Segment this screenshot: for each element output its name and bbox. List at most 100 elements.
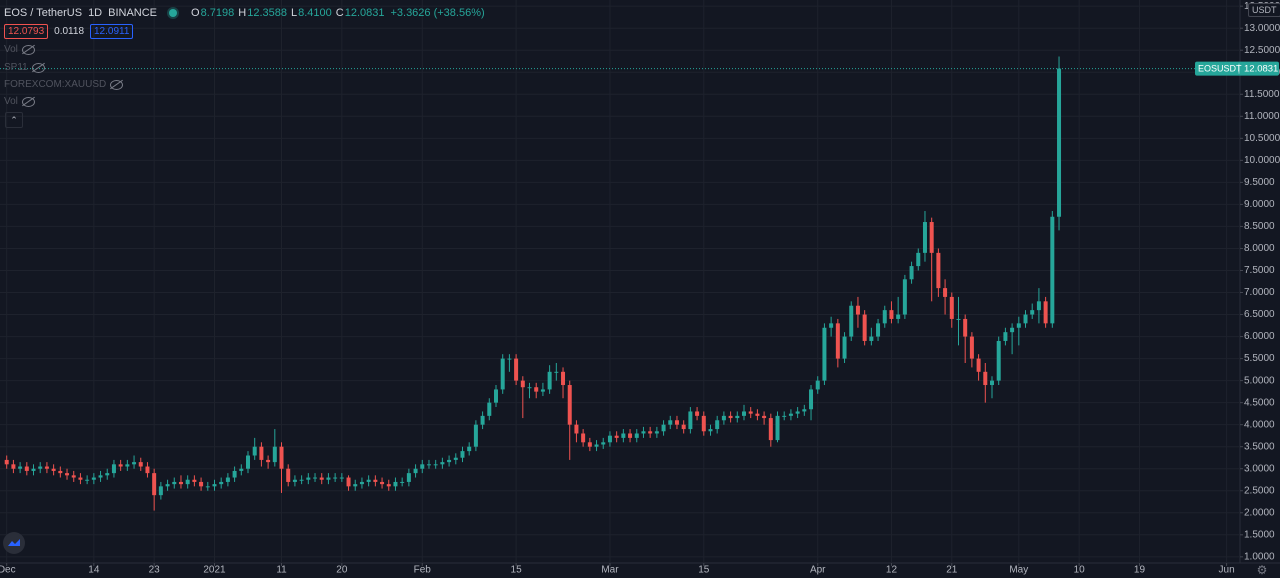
candle	[782, 411, 787, 421]
candle	[333, 473, 338, 482]
candle	[58, 466, 63, 478]
ohlc-item: O8.7198	[191, 7, 234, 19]
y-tick-label: 4.5000	[1244, 397, 1275, 408]
candle-body	[460, 451, 465, 458]
candle	[922, 211, 927, 262]
candle	[212, 479, 217, 491]
ohlc: O8.7198 H12.3588 L8.4100 C12.0831	[191, 7, 384, 19]
candle	[554, 362, 559, 381]
hidden-icon[interactable]	[110, 79, 124, 90]
y-tick-label: 9.5000	[1244, 177, 1275, 188]
candle-body	[681, 424, 686, 430]
logo[interactable]	[3, 532, 25, 554]
candle-body	[487, 402, 492, 416]
y-tick-label: 1.0000	[1244, 551, 1275, 562]
x-tick-label: 15	[511, 565, 523, 576]
candle	[735, 411, 740, 423]
bid[interactable]: 12.0793	[4, 24, 49, 39]
candle-body	[701, 415, 706, 432]
candle	[520, 376, 525, 419]
settings-button[interactable]: ⚙	[1256, 563, 1268, 577]
ohlc-value: 12.3588	[247, 7, 287, 19]
candle-body	[172, 481, 177, 485]
x-tick-label: Mar	[601, 565, 619, 576]
candle-body	[373, 479, 378, 482]
candle-body	[835, 323, 840, 359]
candle-body	[969, 336, 974, 359]
ohlc-key: O	[191, 7, 200, 19]
candle	[1043, 296, 1048, 328]
candle	[31, 464, 36, 476]
candle	[956, 296, 961, 346]
candle	[527, 382, 532, 399]
candle	[1003, 327, 1008, 346]
candle	[668, 415, 673, 430]
candle-body	[708, 429, 713, 432]
x-tick-label: 14	[88, 565, 100, 576]
hidden-icon[interactable]	[31, 62, 45, 73]
hidden-icon[interactable]	[21, 44, 35, 55]
candle-body	[299, 479, 304, 481]
currency[interactable]: USDT	[1248, 3, 1280, 17]
y-tick-label: 9.0000	[1244, 199, 1275, 210]
candle	[889, 301, 894, 324]
candle-body	[795, 411, 800, 414]
candle	[561, 367, 566, 399]
candle-body	[514, 358, 519, 381]
candle-body	[534, 387, 539, 392]
indicator[interactable]: Vol	[4, 44, 35, 55]
candle-body	[976, 358, 981, 372]
candle	[199, 477, 204, 491]
candle-body	[259, 446, 264, 460]
candle	[969, 332, 974, 368]
candle	[178, 475, 183, 489]
ask[interactable]: 12.0911	[90, 24, 134, 39]
candle-body	[876, 323, 881, 337]
candle-body	[473, 424, 478, 447]
indicator-label: FOREXCOM:XAUUSD	[4, 79, 107, 90]
candle-body	[949, 296, 954, 319]
candle	[775, 411, 780, 443]
candle-body	[105, 473, 110, 476]
candle	[105, 468, 110, 480]
candle	[567, 380, 572, 460]
candle-body	[38, 466, 43, 469]
x-tick-label: Dec	[0, 565, 16, 576]
collapse-button[interactable]: ⌃	[5, 112, 23, 128]
candle-body	[125, 464, 130, 467]
candle	[661, 420, 666, 436]
y-tick-label: 10.0000	[1244, 155, 1280, 166]
candle-body	[782, 415, 787, 417]
legend: EOS / TetherUS 1D BINANCE O8.7198 H12.358…	[4, 5, 485, 21]
market-status	[169, 9, 178, 17]
candle	[762, 411, 767, 425]
candle-body	[735, 415, 740, 419]
candle	[44, 462, 49, 474]
interval[interactable]: 1D	[88, 7, 103, 19]
candle-body	[158, 486, 163, 496]
candle	[359, 477, 364, 489]
candle	[916, 248, 921, 271]
candle	[795, 407, 800, 419]
y-tick-label: 2.0000	[1244, 507, 1275, 518]
candle-body	[359, 481, 364, 485]
candle-body	[132, 462, 137, 465]
candle-body	[205, 486, 210, 488]
symbol[interactable]: EOS / TetherUS	[4, 7, 83, 19]
exchange: BINANCE	[108, 7, 158, 19]
hidden-icon[interactable]	[21, 96, 35, 107]
candle-body	[279, 446, 284, 469]
candle-body	[902, 279, 907, 315]
candle	[601, 437, 606, 449]
candle	[480, 411, 485, 430]
indicator[interactable]: SP11	[4, 62, 45, 73]
candle	[788, 409, 793, 421]
indicator[interactable]: Vol	[4, 96, 35, 107]
y-tick-label: 10.5000	[1244, 133, 1280, 144]
candle-body	[18, 466, 23, 469]
candle-body	[721, 415, 726, 421]
candle-body	[648, 431, 653, 434]
indicator[interactable]: FOREXCOM:XAUUSD	[4, 79, 124, 90]
